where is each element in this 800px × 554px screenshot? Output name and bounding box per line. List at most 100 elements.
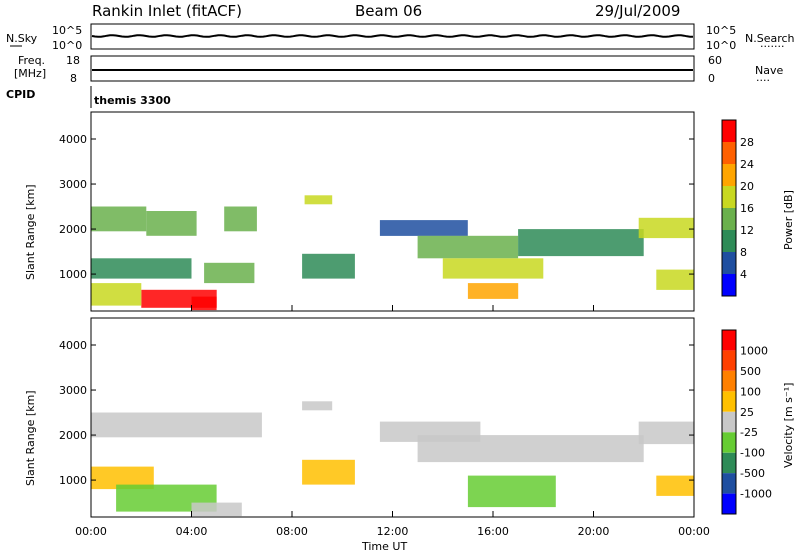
colorbar-swatch — [722, 370, 736, 392]
sky-left-label: N.Sky — [6, 32, 38, 45]
colorbar-tick-label: 25 — [740, 406, 754, 419]
echo-region — [638, 217, 694, 239]
x-tick-label: 16:00 — [477, 525, 509, 538]
y-tick-label: 4000 — [59, 339, 87, 352]
freq-left-tick-bottom: 8 — [70, 72, 77, 85]
echo-region — [224, 206, 257, 232]
beam-label: Beam 06 — [355, 2, 422, 20]
echo-region — [518, 229, 644, 257]
cpid-value: themis 3300 — [94, 94, 171, 107]
colorbar-tick-label: 16 — [740, 202, 754, 215]
y-tick-label: 2000 — [59, 429, 87, 442]
x-tick-label: 04:00 — [176, 525, 208, 538]
velocity-y-axis: 1000 2000 3000 4000 — [59, 339, 694, 487]
colorbar-swatch — [722, 274, 736, 296]
echo-region — [91, 258, 192, 279]
search-right-label: N.Search — [745, 32, 795, 45]
colorbar-swatch — [722, 164, 736, 186]
time-axis: 00:00 04:00 08:00 12:00 16:00 20:00 00:00 — [75, 305, 710, 538]
colorbar-swatch — [722, 452, 736, 474]
nave-dotted-marker: ···· — [756, 74, 770, 87]
colorbar-swatch — [722, 120, 736, 142]
y-tick-label: 2000 — [59, 223, 87, 236]
sky-right-tick-bottom: 10^0 — [706, 39, 736, 52]
colorbar-tick-label: 20 — [740, 180, 754, 193]
colorbar-swatch — [722, 208, 736, 230]
power-colorbar: 28 24 20 16 12 8 4 — [721, 119, 754, 297]
echo-region — [191, 502, 242, 517]
sky-left-tick-bottom: 10^0 — [52, 39, 82, 52]
echo-region — [417, 435, 644, 463]
colorbar-tick-label: 4 — [740, 268, 747, 281]
freq-panel-frame — [90, 55, 695, 82]
colorbar-tick-label: 24 — [740, 158, 754, 171]
power-colorbar-label: Power [dB] — [782, 190, 795, 250]
colorbar-swatch — [722, 432, 736, 453]
velocity-panel: 1000 2000 3000 4000 Slant Range [km] 1000 50… — [24, 317, 795, 518]
sky-right-tick-top: 10^5 — [706, 24, 736, 37]
sky-panel: N.Sky 10^5 10^0 10^5 10^0 N.Search ·····… — [6, 23, 795, 53]
echo-region — [656, 269, 694, 290]
sky-left-tick-top: 10^5 — [52, 24, 82, 37]
colorbar-frame — [721, 119, 737, 297]
echo-region — [379, 220, 468, 236]
colorbar-swatch — [722, 391, 736, 412]
power-y-axis: 1000 2000 3000 4000 — [59, 133, 694, 281]
echo-region — [146, 211, 197, 236]
sky-noise-line — [91, 34, 694, 38]
power-heatmap — [91, 195, 694, 311]
echo-region — [91, 466, 154, 490]
x-tick-label: 20:00 — [578, 525, 610, 538]
colorbar-tick-label: 100 — [740, 385, 761, 398]
colorbar-tick-label: 12 — [740, 224, 754, 237]
velocity-colorbar: 1000 500 100 25 -25 -100 -500 -1000 — [721, 329, 772, 515]
colorbar-swatch — [722, 493, 736, 514]
colorbar-swatch — [722, 230, 736, 252]
freq-left-tick-top: 18 — [66, 54, 80, 67]
velocity-heatmap — [91, 401, 694, 517]
nave-right-tick-bottom: 0 — [708, 72, 715, 85]
echo-region — [204, 262, 255, 284]
nave-right-label: Nave — [755, 64, 783, 77]
x-tick-label: 08:00 — [276, 525, 308, 538]
colorbar-tick-label: 8 — [740, 246, 747, 259]
xaxis-label: Time UT — [361, 540, 407, 553]
velocity-ylabel: Slant Range [km] — [24, 390, 37, 486]
echo-region — [302, 401, 333, 411]
colorbar-swatch — [722, 142, 736, 164]
freq-panel: Freq. [MHz] 18 8 60 0 Nave ···· — [14, 54, 783, 87]
colorbar-tick-label: -100 — [740, 447, 765, 460]
y-tick-label: 3000 — [59, 384, 87, 397]
colorbar-tick-label: -1000 — [740, 488, 772, 501]
colorbar-tick-label: 500 — [740, 365, 761, 378]
colorbar-swatch — [722, 411, 736, 433]
colorbar-swatch — [722, 252, 736, 274]
colorbar-tick-label: 1000 — [740, 344, 768, 357]
colorbar-tick-label: -25 — [740, 426, 758, 439]
power-panel: 1000 2000 3000 4000 Slant Range [km] 28 24 20… — [24, 111, 795, 312]
cpid-label: CPID — [6, 88, 35, 101]
echo-region — [467, 283, 519, 299]
echo-region — [191, 296, 217, 311]
colorbar-swatch — [722, 473, 736, 494]
freq-left-label-1: Freq. — [18, 54, 45, 67]
plot-title: Rankin Inlet (fitACF) — [92, 2, 242, 20]
echo-region — [302, 253, 355, 279]
echo-region — [442, 258, 544, 279]
velocity-colorbar-label: Velocity [m s⁻¹] — [782, 383, 795, 468]
x-tick-label: 12:00 — [377, 525, 409, 538]
colorbar-tick-label: -500 — [740, 467, 765, 480]
colorbar-swatch — [722, 330, 736, 351]
nave-right-tick-top: 60 — [708, 54, 722, 67]
y-tick-label: 1000 — [59, 268, 87, 281]
echo-region — [302, 459, 355, 485]
colorbar-frame — [721, 329, 737, 515]
sky-panel-frame — [90, 23, 695, 50]
echo-region — [467, 475, 556, 508]
echo-region — [656, 475, 694, 496]
y-tick-label: 1000 — [59, 474, 87, 487]
colorbar-tick-label: 28 — [740, 136, 754, 149]
x-tick-label: 00:00 — [678, 525, 710, 538]
